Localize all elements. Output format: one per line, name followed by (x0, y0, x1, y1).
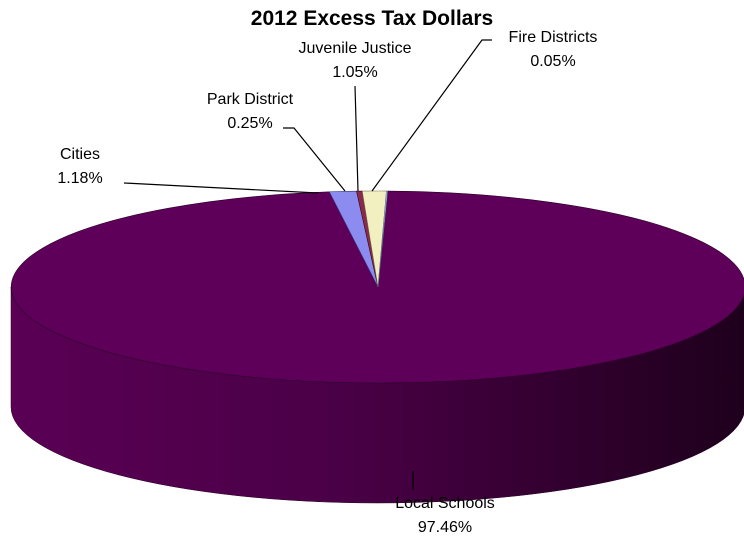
chart-title: 2012 Excess Tax Dollars (251, 7, 493, 30)
leader-line-park-district (283, 127, 346, 192)
value-fire-districts: 0.05% (530, 53, 575, 70)
value-cities: 1.18% (57, 170, 102, 187)
value-juvenile-justice: 1.05% (332, 64, 377, 81)
value-local-schools: 97.46% (418, 519, 472, 536)
label-local-schools: Local Schools (395, 495, 495, 512)
leader-line-cities (123, 182, 319, 194)
slice-local-schools (10, 190, 744, 384)
slice-fire-districts (377, 190, 388, 288)
label-park-district: Park District (207, 91, 294, 108)
label-cities: Cities (60, 146, 100, 163)
leader-line-fire-districts (371, 39, 492, 192)
label-fire-districts: Fire Districts (509, 29, 598, 46)
value-park-district: 0.25% (227, 115, 272, 132)
leader-lines (123, 39, 492, 490)
pie-slices (10, 190, 744, 384)
leader-line-juvenile-justice (354, 85, 359, 192)
label-juvenile-justice: Juvenile Justice (299, 40, 412, 57)
